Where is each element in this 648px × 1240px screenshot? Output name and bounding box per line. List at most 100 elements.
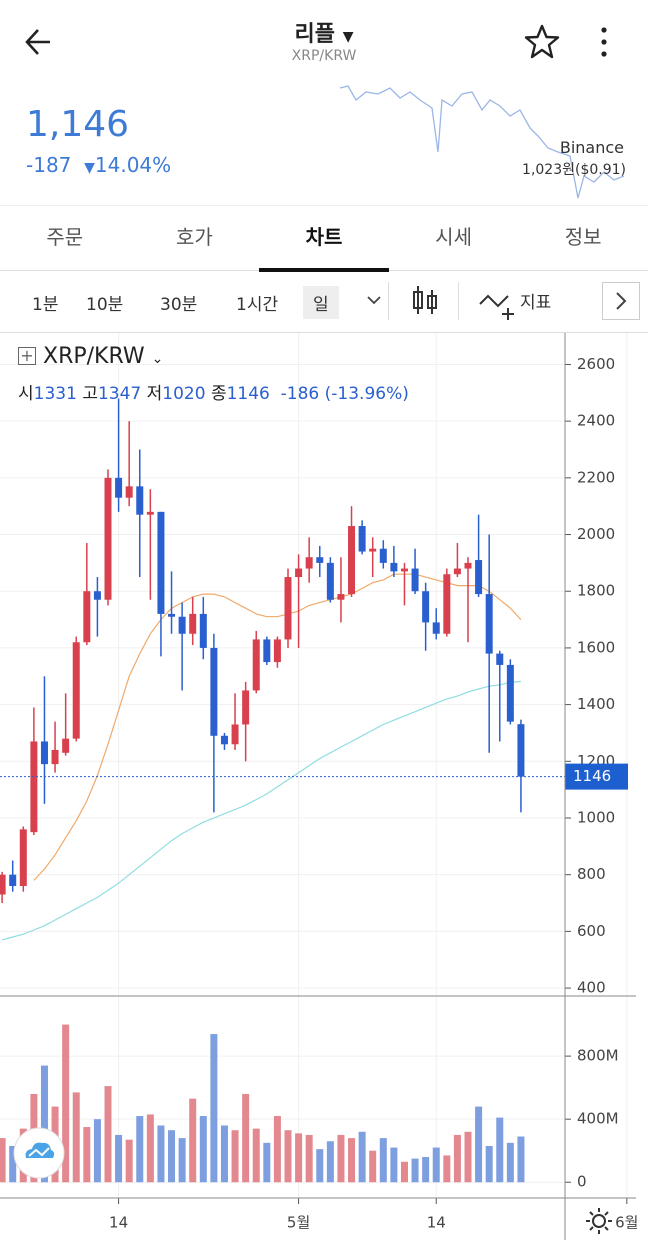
tab[interactable]: 차트 [259,206,389,272]
cloud-button[interactable] [12,1126,66,1180]
interval-bar: 지표 1분 10분 30분 1시간 일 [0,270,648,333]
tab[interactable]: 정보 [564,225,602,249]
volume-bar [93,1119,101,1183]
candle-body [62,738,70,753]
volume-bar [273,1116,281,1183]
y-tick-label: 600 [577,922,606,940]
volume-bar [379,1138,387,1183]
volume-bar [295,1133,303,1183]
open-label: 시 [18,384,34,404]
sparkline [339,85,625,199]
candle-body [178,616,186,634]
candle-body [506,664,514,722]
moving-average [33,573,522,881]
volume-bar [411,1158,419,1183]
more-intervals[interactable] [366,292,382,308]
y-tick-label: 1000 [577,808,615,826]
candle-body [104,477,112,600]
candle-body [189,613,197,634]
tab[interactable]: 시세 [435,225,472,249]
tab[interactable]: 호가 [175,225,213,249]
y-tick-label: 1800 [577,582,615,600]
volume-bar [485,1145,493,1183]
volume-bar [443,1155,451,1183]
favorite-button[interactable] [522,22,562,62]
volume-bar [326,1141,334,1183]
candle-body [358,526,366,552]
candle-body [51,749,59,765]
candle-body [369,548,377,552]
candle-body [40,741,48,765]
tab[interactable]: 주문 [46,225,84,249]
candle-type-button[interactable] [410,284,440,318]
interval[interactable]: 10분 [86,295,124,315]
volume-bar [231,1130,239,1183]
chart: 14 5월 14 6월40060080010001200140016001800200… [0,333,638,1240]
interval[interactable]: 1분 [32,295,59,315]
back-button[interactable] [20,22,64,62]
coin-title[interactable]: 리플 ▼ [294,22,354,47]
x-tick-label: 5월 [287,1214,310,1232]
candle-body [157,511,165,614]
candle-body [210,647,218,736]
exchange-name: Binance [559,138,624,157]
volume-bar [348,1138,356,1183]
candle-body [72,642,80,739]
volume-bar [104,1086,112,1183]
interval[interactable]: 1시간 [236,295,279,315]
volume-bar [168,1130,176,1183]
volume-bar [115,1134,123,1183]
volume-bar [210,1034,218,1183]
volume-bar [400,1161,408,1183]
divider [458,282,459,320]
open-value: 1331 [33,384,77,404]
volume-bar [125,1139,133,1183]
volume-bar [390,1147,398,1183]
candle-body [273,639,281,663]
low-label: 저 [146,384,163,404]
candle-body [115,477,123,498]
candle-body [305,557,313,569]
volume-bar [0,1138,6,1183]
last-price: 1,146 [26,104,130,145]
volume-bar [453,1134,461,1183]
candle-body [390,562,398,572]
x-tick-label: 6월 [615,1214,638,1232]
x-tick-label: 14 [109,1214,128,1232]
candle-body [422,591,430,623]
candle-body [326,562,334,600]
interval[interactable]: 30분 [160,295,198,315]
volume-bar [242,1093,250,1183]
indicator-button[interactable]: 지표 [520,293,552,313]
candle-body [19,829,27,887]
menu-button[interactable] [592,22,616,62]
candle-body [199,613,207,648]
y-tick-label: 2600 [577,355,615,373]
y-tick-label: 0 [577,1173,587,1191]
x-tick-label: 14 [427,1214,446,1232]
indicator-icon[interactable] [478,286,518,320]
candle-body [252,639,260,691]
volume-bar [62,1024,70,1183]
volume-bar [284,1130,292,1183]
candle-body [411,568,419,592]
candle-body [136,486,144,515]
candle-body [379,548,387,563]
candle-body [432,622,440,634]
volume-bar [136,1116,144,1183]
y-tick-label: 800M [577,1047,619,1065]
candle-body [475,560,483,595]
interval[interactable]: 일 [303,286,339,319]
ohlc-legend: 시1331 고1347 저1020 종1146 -186 (-13.96%) [18,379,409,404]
candle-body [496,653,504,665]
chart-symbol[interactable]: + XRP/KRW ⌄ [18,344,163,369]
candle-body [453,568,461,575]
symbol-text: XRP/KRW [43,344,145,369]
close-value: 1146 [226,384,270,404]
settings-icon[interactable] [585,1207,613,1235]
candle-body [316,557,324,563]
candle-body [263,639,271,663]
candle-body [220,735,228,745]
volume-bar [517,1136,525,1183]
scroll-right[interactable] [602,282,640,320]
